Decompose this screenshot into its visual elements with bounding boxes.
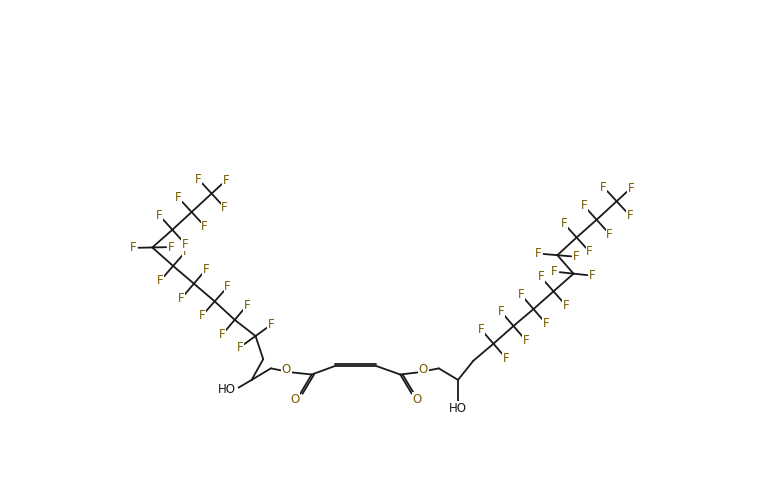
- Text: F: F: [538, 271, 544, 284]
- Text: F: F: [221, 201, 228, 214]
- Text: F: F: [129, 241, 136, 255]
- Text: F: F: [237, 341, 244, 354]
- Text: F: F: [627, 209, 633, 222]
- Text: F: F: [198, 309, 205, 322]
- Text: F: F: [175, 192, 182, 204]
- Text: F: F: [502, 352, 509, 365]
- Text: F: F: [201, 220, 208, 233]
- Text: F: F: [178, 292, 185, 305]
- Text: HO: HO: [218, 383, 236, 396]
- Text: F: F: [156, 209, 162, 222]
- Text: F: F: [222, 174, 229, 187]
- Text: F: F: [573, 250, 580, 263]
- Text: F: F: [518, 288, 524, 301]
- Text: F: F: [543, 317, 549, 330]
- Text: O: O: [282, 363, 291, 376]
- Text: F: F: [551, 265, 558, 278]
- Text: F: F: [219, 328, 225, 341]
- Text: F: F: [182, 245, 189, 258]
- Text: F: F: [224, 281, 231, 293]
- Text: O: O: [413, 393, 422, 405]
- Text: F: F: [561, 217, 567, 230]
- Text: F: F: [203, 263, 210, 276]
- Text: F: F: [581, 199, 587, 212]
- Text: F: F: [563, 299, 570, 312]
- Text: F: F: [601, 181, 607, 194]
- Text: F: F: [522, 334, 529, 347]
- Text: O: O: [419, 363, 428, 376]
- Text: F: F: [627, 182, 634, 195]
- Text: HO: HO: [449, 402, 467, 415]
- Text: F: F: [477, 322, 484, 336]
- Text: F: F: [244, 299, 250, 312]
- Text: F: F: [182, 237, 188, 250]
- Text: O: O: [290, 393, 300, 405]
- Text: F: F: [586, 245, 593, 258]
- Text: F: F: [589, 269, 596, 282]
- Text: F: F: [606, 227, 613, 240]
- Text: F: F: [157, 274, 164, 287]
- Text: F: F: [498, 305, 504, 318]
- Text: F: F: [268, 318, 274, 331]
- Text: F: F: [195, 173, 202, 186]
- Text: F: F: [169, 240, 175, 254]
- Text: F: F: [535, 247, 542, 260]
